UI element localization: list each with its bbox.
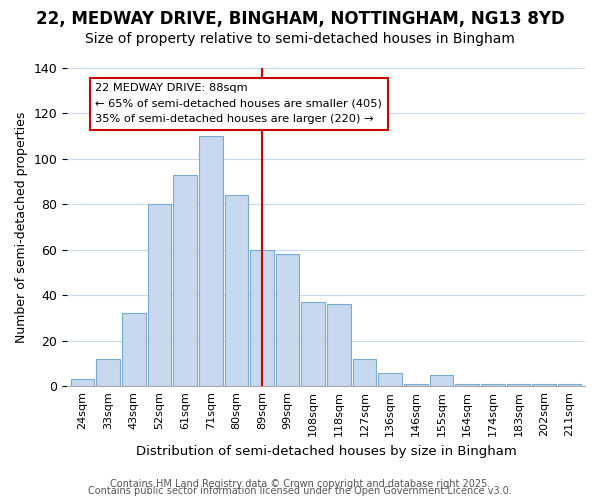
Bar [148, 204, 171, 386]
Y-axis label: Number of semi-detached properties: Number of semi-detached properties [15, 111, 28, 342]
Bar [224, 195, 248, 386]
Text: Contains HM Land Registry data © Crown copyright and database right 2025.: Contains HM Land Registry data © Crown c… [110, 479, 490, 489]
Bar [430, 375, 453, 386]
Bar [71, 380, 94, 386]
Bar [455, 384, 479, 386]
Bar [532, 384, 556, 386]
X-axis label: Distribution of semi-detached houses by size in Bingham: Distribution of semi-detached houses by … [136, 444, 517, 458]
Bar [506, 384, 530, 386]
Bar [122, 314, 146, 386]
Bar [558, 384, 581, 386]
Bar [481, 384, 505, 386]
Text: 22, MEDWAY DRIVE, BINGHAM, NOTTINGHAM, NG13 8YD: 22, MEDWAY DRIVE, BINGHAM, NOTTINGHAM, N… [35, 10, 565, 28]
Bar [97, 359, 120, 386]
Bar [404, 384, 428, 386]
Bar [379, 372, 402, 386]
Text: 22 MEDWAY DRIVE: 88sqm
← 65% of semi-detached houses are smaller (405)
35% of se: 22 MEDWAY DRIVE: 88sqm ← 65% of semi-det… [95, 84, 382, 124]
Bar [301, 302, 325, 386]
Bar [250, 250, 274, 386]
Bar [199, 136, 223, 386]
Bar [327, 304, 350, 386]
Text: Size of property relative to semi-detached houses in Bingham: Size of property relative to semi-detach… [85, 32, 515, 46]
Text: Contains public sector information licensed under the Open Government Licence v3: Contains public sector information licen… [88, 486, 512, 496]
Bar [353, 359, 376, 386]
Bar [276, 254, 299, 386]
Bar [173, 174, 197, 386]
